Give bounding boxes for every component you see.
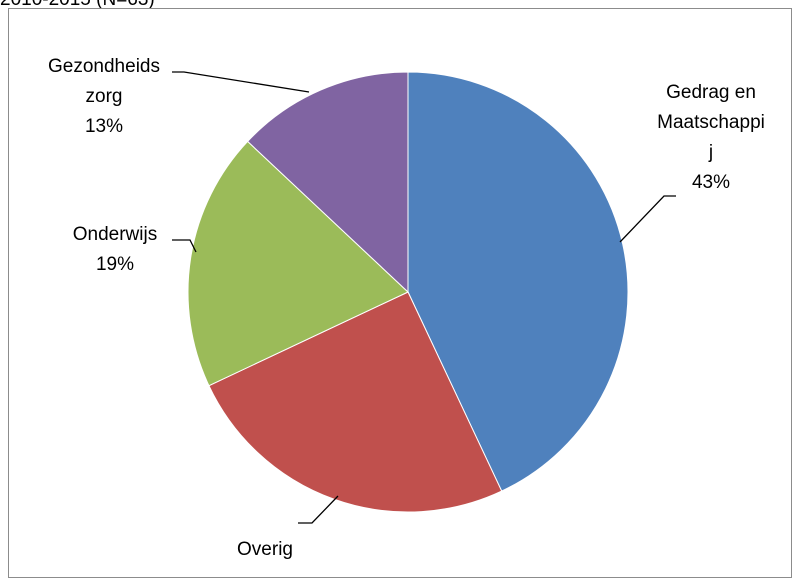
slice-name-label: j <box>708 142 713 163</box>
slice-name-label: Overig <box>237 539 293 560</box>
leader-line <box>172 72 309 92</box>
slice-name-label: Maatschappi <box>657 112 765 133</box>
slice-name-label: Gezondheids <box>48 56 160 77</box>
slice-name-label: Onderwijs <box>73 224 157 245</box>
slice-percent-label: 43% <box>692 172 730 193</box>
leader-line <box>620 196 676 242</box>
slice-name-label: Gedrag en <box>666 82 756 103</box>
slice-percent-label: 13% <box>85 116 123 137</box>
slice-name-label: zorg <box>86 86 123 107</box>
slice-percent-label: 19% <box>96 254 134 275</box>
leader-line <box>298 496 338 523</box>
